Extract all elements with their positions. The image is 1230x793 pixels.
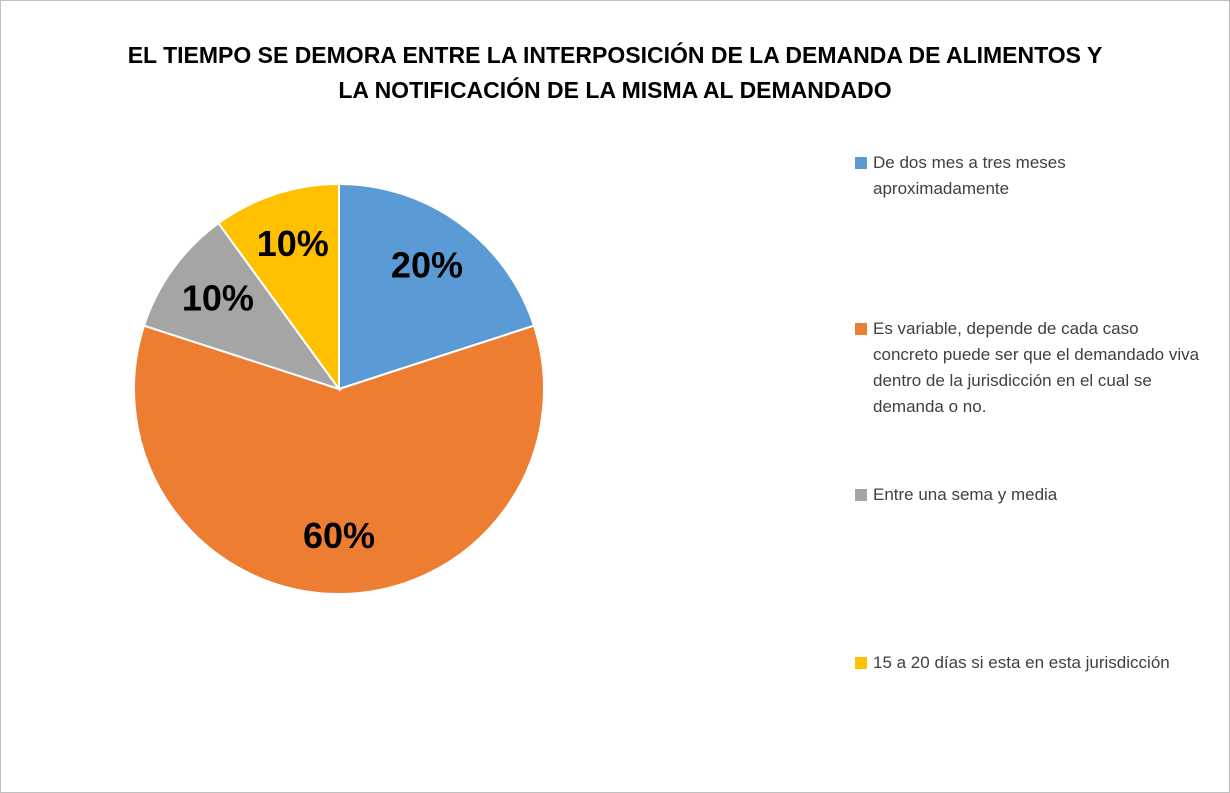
legend-label: 15 a 20 días si esta en esta jurisdicció… [873, 653, 1170, 672]
chart-title: EL TIEMPO SE DEMORA ENTRE LA INTERPOSICI… [127, 42, 1103, 103]
pie-slice [217, 182, 340, 393]
legend-item: De dos mes a tres meses aproximadamente [855, 150, 1200, 202]
legend-swatch [855, 489, 867, 501]
legend-swatch [855, 323, 867, 335]
legend-label: Entre una sema y media [873, 485, 1058, 504]
data-label: 20% [391, 244, 463, 285]
legend-swatch [855, 657, 867, 669]
pie-slice [133, 324, 545, 595]
legend-swatch [855, 157, 867, 169]
legend-item: 15 a 20 días si esta en esta jurisdicció… [855, 650, 1200, 676]
pie-slice [338, 182, 536, 391]
legend-item: Entre una sema y media [855, 482, 1200, 508]
legend-label: De dos mes a tres meses aproximadamente [873, 153, 1066, 198]
pie-slice [142, 221, 342, 391]
legend-label: Es variable, depende de cada caso concre… [873, 319, 1200, 416]
legend-item: Es variable, depende de cada caso concre… [855, 316, 1200, 420]
data-label: 10% [182, 278, 254, 319]
data-label: 10% [257, 223, 329, 264]
data-label: 60% [303, 515, 375, 556]
